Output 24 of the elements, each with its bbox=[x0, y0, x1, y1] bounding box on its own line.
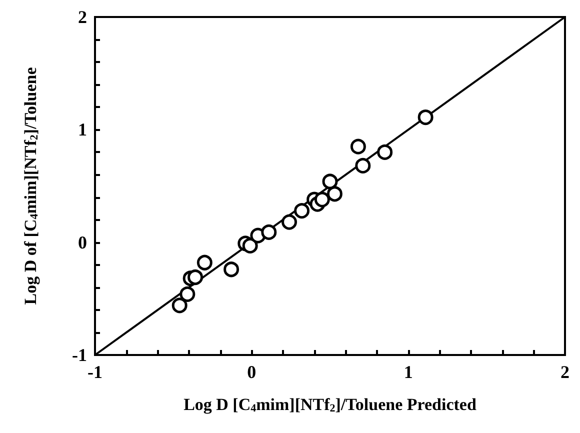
x-tick-label: 0 bbox=[247, 362, 256, 382]
point bbox=[314, 192, 330, 208]
point bbox=[188, 270, 204, 286]
y-tick-label: 2 bbox=[78, 7, 87, 27]
point bbox=[242, 238, 258, 254]
point bbox=[172, 298, 188, 314]
x-tick-label: 2 bbox=[560, 362, 570, 382]
x-tick-label: 1 bbox=[404, 362, 413, 382]
point bbox=[282, 214, 298, 230]
point bbox=[224, 262, 240, 278]
y-tick-label: 0 bbox=[78, 232, 87, 252]
point bbox=[180, 286, 196, 302]
point bbox=[355, 158, 371, 174]
point bbox=[261, 224, 277, 240]
y-axis-title: Log D of [C4mim][NTf2]/Toluene bbox=[21, 66, 40, 305]
y-tick-label: -1 bbox=[72, 345, 87, 365]
point bbox=[326, 186, 342, 202]
point bbox=[322, 174, 338, 190]
point bbox=[418, 110, 434, 126]
point bbox=[294, 203, 310, 219]
point bbox=[350, 138, 366, 154]
point bbox=[196, 254, 212, 270]
point bbox=[377, 144, 393, 160]
y-tick-label: 1 bbox=[78, 120, 87, 140]
